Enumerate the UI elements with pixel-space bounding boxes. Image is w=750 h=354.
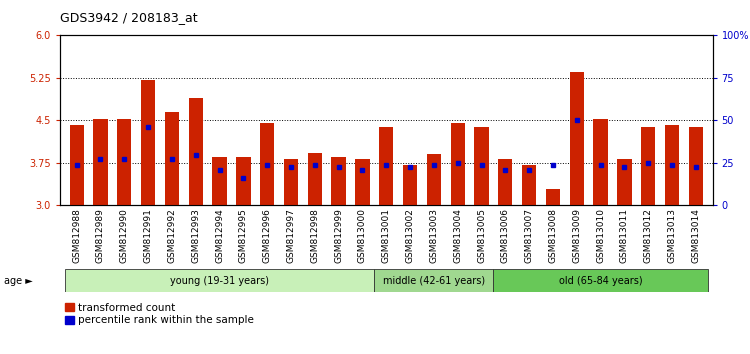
Bar	[546, 189, 560, 205]
Text: GSM812988: GSM812988	[72, 208, 81, 263]
Text: old (65-84 years): old (65-84 years)	[559, 275, 643, 286]
Bar	[593, 119, 608, 205]
Text: GSM813004: GSM813004	[453, 208, 462, 263]
Text: GSM813003: GSM813003	[430, 208, 439, 263]
Text: GSM812997: GSM812997	[286, 208, 296, 263]
Text: GSM812989: GSM812989	[96, 208, 105, 263]
Text: GSM813010: GSM813010	[596, 208, 605, 263]
Text: GSM812992: GSM812992	[167, 208, 176, 263]
Text: GSM812999: GSM812999	[334, 208, 343, 263]
Bar	[494, 269, 708, 292]
Text: GSM812995: GSM812995	[238, 208, 248, 263]
Bar	[451, 123, 465, 205]
Text: GSM812998: GSM812998	[310, 208, 320, 263]
Bar	[641, 127, 656, 205]
Bar	[664, 125, 680, 205]
Text: GSM813009: GSM813009	[572, 208, 581, 263]
Bar	[284, 159, 298, 205]
Bar	[498, 159, 512, 205]
Text: GSM812990: GSM812990	[120, 208, 129, 263]
Bar	[569, 72, 584, 205]
Text: GSM813006: GSM813006	[501, 208, 510, 263]
Bar	[522, 165, 536, 205]
Text: middle (42-61 years): middle (42-61 years)	[382, 275, 485, 286]
Text: GSM812996: GSM812996	[262, 208, 272, 263]
Bar	[374, 269, 494, 292]
Bar	[188, 98, 203, 205]
Text: GSM812994: GSM812994	[215, 208, 224, 263]
Bar	[379, 127, 394, 205]
Bar	[403, 165, 417, 205]
Bar	[117, 119, 131, 205]
Text: GSM812993: GSM812993	[191, 208, 200, 263]
Text: age ►: age ►	[4, 275, 32, 286]
Bar	[308, 153, 322, 205]
Bar	[141, 80, 155, 205]
Bar	[474, 127, 489, 205]
Bar	[427, 154, 441, 205]
Text: GDS3942 / 208183_at: GDS3942 / 208183_at	[60, 11, 198, 24]
Text: GSM813012: GSM813012	[644, 208, 652, 263]
Legend: transformed count, percentile rank within the sample: transformed count, percentile rank withi…	[65, 303, 254, 325]
Text: GSM813005: GSM813005	[477, 208, 486, 263]
Bar	[64, 269, 374, 292]
Text: GSM813000: GSM813000	[358, 208, 367, 263]
Bar	[356, 159, 370, 205]
Text: GSM812991: GSM812991	[143, 208, 152, 263]
Bar	[617, 159, 632, 205]
Bar	[260, 123, 274, 205]
Bar	[212, 157, 226, 205]
Text: GSM813002: GSM813002	[406, 208, 415, 263]
Bar	[70, 125, 84, 205]
Bar	[236, 157, 250, 205]
Bar	[688, 127, 703, 205]
Text: GSM813014: GSM813014	[692, 208, 700, 263]
Text: GSM813013: GSM813013	[668, 208, 676, 263]
Bar	[93, 119, 108, 205]
Text: GSM813008: GSM813008	[548, 208, 557, 263]
Text: GSM813011: GSM813011	[620, 208, 629, 263]
Text: young (19-31 years): young (19-31 years)	[170, 275, 269, 286]
Text: GSM813007: GSM813007	[525, 208, 534, 263]
Bar	[165, 112, 179, 205]
Bar	[332, 157, 346, 205]
Text: GSM813001: GSM813001	[382, 208, 391, 263]
